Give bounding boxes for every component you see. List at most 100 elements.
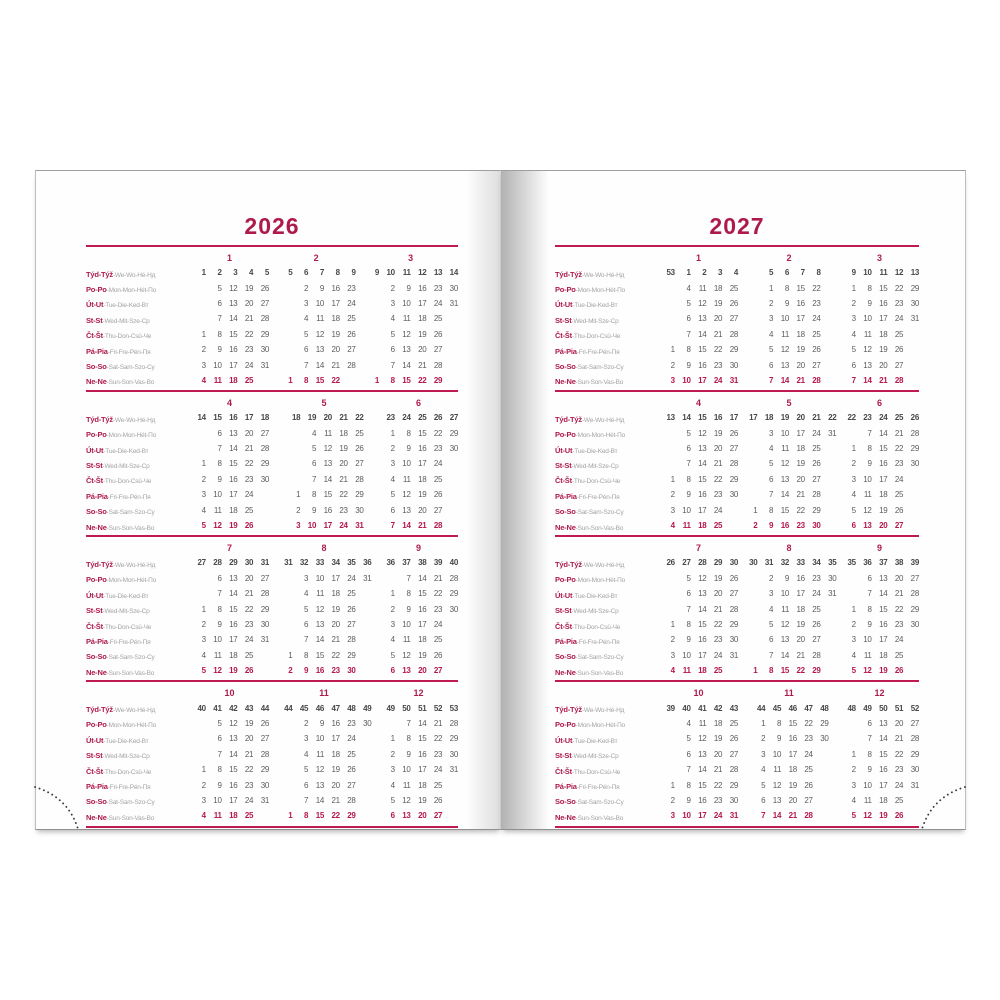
day-row: Ne-Ne-Sun-Son-Vas-Во 5 12 19 26 2 9 16 23 30 6 13 20… bbox=[86, 663, 458, 678]
title-rule bbox=[555, 245, 919, 247]
date-cell: 30 bbox=[363, 718, 372, 728]
date-cell: 13 bbox=[780, 474, 790, 484]
year-title-2026: 2026 bbox=[244, 213, 300, 239]
date-cell: 13 bbox=[323, 459, 333, 469]
date-cell: 4 bbox=[851, 650, 856, 660]
date-cell: 3 bbox=[390, 459, 395, 469]
date-cell bbox=[277, 361, 293, 370]
day-row: Čt-Št-Thu-Don-Csü-Че 1 8 15 22 29 5 12 19 26 2 9 16 2… bbox=[555, 617, 919, 632]
date-cell: 15 bbox=[698, 620, 707, 629]
row-label: Týd-Týž-We-Wo-Hé-Нд bbox=[555, 699, 659, 717]
date-cell: 1 bbox=[670, 345, 675, 355]
week-number-cell: 40 bbox=[449, 558, 459, 568]
date-cell: 5 bbox=[851, 666, 856, 676]
date-cell: 12 bbox=[780, 620, 790, 629]
date-cell bbox=[659, 719, 675, 728]
date-cell bbox=[277, 765, 293, 774]
month-groups: 26 27 28 29 30 30 31 32 33 34 35 35 36 37 38 39 bbox=[659, 558, 920, 568]
row-label-secondary: -Mon-Mon-Hét-По bbox=[106, 577, 157, 585]
date-cell bbox=[190, 314, 206, 323]
date-cell bbox=[903, 475, 919, 484]
date-cell: 6 bbox=[390, 505, 395, 515]
day-row: St-St-Wed-Mit-Sze-Ср 1 8 15 22 29 6 13 20 27 3 10 17… bbox=[86, 456, 458, 471]
row-label: Čt-Št-Thu-Don-Csü-Че bbox=[555, 470, 659, 488]
month-groups: 40 41 42 43 44 44 45 46 47 48 49 49 50 51 52 53 bbox=[190, 703, 459, 713]
date-cell: 26 bbox=[347, 765, 356, 775]
date-cell: 25 bbox=[355, 428, 364, 438]
month-groups: 7 14 21 28 4 11 18 25 4 11 18 25 bbox=[190, 314, 458, 323]
date-cell: 24 bbox=[894, 635, 904, 645]
day-row: Ne-Ne-Sun-Son-Vas-Во 4 11 18 25 2 9 16 23 30 6 13 20… bbox=[555, 518, 919, 533]
week-number-cell: 9 bbox=[351, 268, 356, 278]
date-cell: 29 bbox=[347, 811, 356, 821]
date-cell: 5 bbox=[201, 521, 206, 531]
month-group: 7 14 21 28 bbox=[840, 734, 919, 743]
date-cell: 9 bbox=[406, 749, 411, 759]
date-cell: 10 bbox=[213, 490, 222, 500]
month-number: 4 bbox=[695, 398, 701, 409]
date-cell: 3 bbox=[670, 650, 675, 660]
week-number-cell: 16 bbox=[713, 413, 723, 423]
date-cell: 21 bbox=[796, 650, 805, 660]
row-label: Ne-Ne-Sun-Son-Vas-Во bbox=[86, 517, 190, 535]
date-cell: 20 bbox=[244, 573, 254, 583]
row-label-primary: Ne-Ne bbox=[555, 377, 576, 387]
date-cell: 14 bbox=[879, 589, 888, 599]
week-number-cell: 26 bbox=[666, 558, 676, 568]
date-cell bbox=[442, 490, 458, 499]
date-cell: 16 bbox=[698, 795, 707, 805]
date-cell: 17 bbox=[698, 650, 707, 660]
date-cell bbox=[442, 620, 458, 629]
date-cell: 23 bbox=[331, 666, 340, 676]
week-number-cell: 48 bbox=[847, 703, 857, 713]
month-group: 11 bbox=[750, 688, 829, 698]
row-label-primary: So-So bbox=[555, 652, 576, 662]
week-numbers-row: Týd-Týž-We-Wo-Hé-Нд 27 28 29 30 31 31 32 33 34 35 3… bbox=[86, 555, 458, 570]
week-number-cell: 52 bbox=[433, 703, 443, 713]
date-cell: 5 bbox=[311, 444, 317, 454]
date-cell bbox=[277, 635, 293, 644]
month-group: 6 13 20 27 bbox=[757, 361, 821, 370]
date-cell: 7 bbox=[406, 718, 411, 728]
date-cell: 14 bbox=[879, 428, 888, 438]
date-cell: 26 bbox=[260, 283, 270, 293]
date-cell bbox=[442, 475, 458, 484]
month-group: 7 14 21 28 bbox=[277, 361, 356, 370]
date-cell: 28 bbox=[729, 329, 739, 339]
date-cell: 23 bbox=[812, 298, 821, 308]
month-groups: 3 10 17 24 31 7 14 21 28 5 12 19 26 bbox=[659, 811, 919, 820]
month-group: 4 11 18 25 bbox=[840, 490, 919, 499]
week-number-cell: 40 bbox=[682, 703, 691, 713]
date-cell: 22 bbox=[713, 474, 723, 484]
week-number-cell: 20 bbox=[796, 413, 805, 423]
row-label-secondary: -Mon-Mon-Hét-По bbox=[575, 287, 626, 295]
date-cell: 16 bbox=[879, 620, 888, 629]
date-cell: 10 bbox=[402, 298, 411, 308]
month-group: 3 10 17 24 31 bbox=[659, 811, 739, 820]
date-cell: 26 bbox=[894, 345, 904, 355]
row-label: So-So-Sat-Sam-Szo-Су bbox=[555, 791, 659, 809]
date-cell: 13 bbox=[402, 505, 411, 515]
date-cell: 21 bbox=[244, 589, 254, 599]
day-row: Pá-Pia-Fri-Fre-Pén-Пя 3 10 17 24 31 7 14 21 28 4 11… bbox=[86, 632, 458, 647]
week-number-cell: 52 bbox=[910, 703, 920, 713]
row-label-secondary: -Sat-Sam-Szo-Су bbox=[575, 799, 624, 807]
date-cell: 4 bbox=[390, 314, 395, 324]
day-row: So-So-Sat-Sam-Szo-Су 3 10 17 24 1 8 15 22 29 5 12 19… bbox=[555, 502, 919, 517]
date-cell bbox=[722, 521, 738, 530]
date-cell: 17 bbox=[788, 749, 798, 759]
date-cell: 27 bbox=[260, 298, 270, 308]
date-cell: 8 bbox=[769, 505, 774, 515]
date-cell: 16 bbox=[879, 765, 888, 775]
row-label: Po-Po-Mon-Mon-Hét-По bbox=[555, 424, 659, 442]
month-group: 1 8 15 22 29 bbox=[379, 429, 459, 438]
month-group: 6 13 20 27 bbox=[659, 314, 738, 323]
date-cell: 8 bbox=[784, 283, 789, 293]
date-cell: 6 bbox=[217, 428, 222, 438]
row-label-primary: Čt-Št bbox=[555, 331, 572, 341]
week-number-cell: 48 bbox=[347, 703, 356, 713]
date-cell bbox=[277, 734, 293, 743]
date-cell: 13 bbox=[772, 795, 782, 805]
month-group: 3 10 17 24 bbox=[840, 635, 919, 644]
month-group: 7 14 21 28 bbox=[659, 605, 738, 614]
